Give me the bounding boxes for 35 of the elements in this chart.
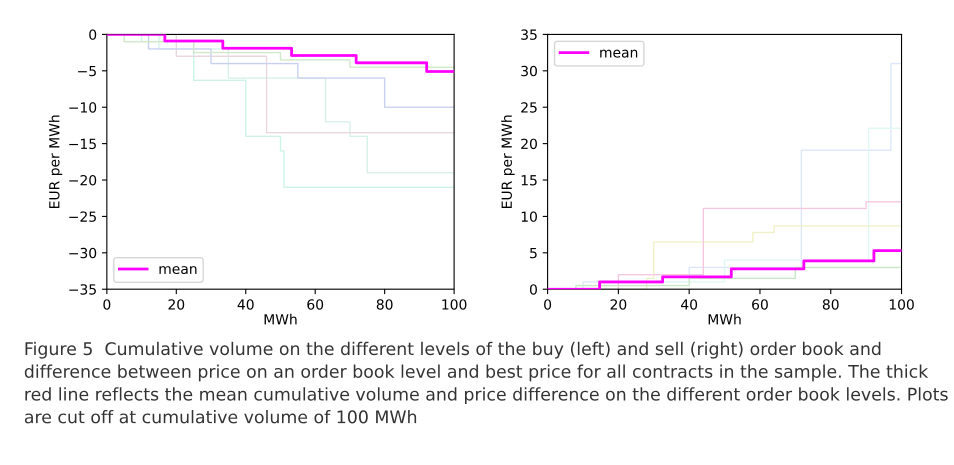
x-tick-label: 40 [238,299,254,310]
y-tick-label: 25 [521,102,537,113]
x-tick-label: 0 [544,299,552,310]
y-tick-label: 35 [521,29,537,40]
y-tick-label: 20 [521,138,537,150]
y-tick-label: −25 [69,211,96,222]
caption: Figure 5 Cumulative volume on the different levels of the buy (left) and sell (right) order book and difference between price on an order book level and best price for all contracts in the sample. The thick red line reflects the mean cumulative volume and price difference on the different order book levels. Plots are cut off at cumulative volume of 100 MWh [24,342,948,424]
y-tick-label: 5 [530,248,537,258]
y-tick-label: −30 [69,248,96,258]
x-tick-label: 0 [103,299,110,310]
y-tick-label: 0 [530,284,537,295]
y-tick-label: 0 [89,29,96,40]
x-tick-label: 60 [307,299,324,310]
x-axis-title: MWh [264,314,297,324]
y-tick-label: 10 [522,211,537,222]
x-tick-label: 20 [168,299,184,310]
x-tick-label: 80 [822,299,839,310]
y-tick-label: −5 [78,66,96,76]
x-tick-label: 80 [376,299,393,310]
x-tick-label: 100 [890,299,914,310]
y-tick-label: −15 [69,138,96,150]
x-tick-label: 20 [610,299,626,310]
x-tick-label: 100 [442,299,466,310]
legend-label: mean [600,50,638,58]
y-tick-label: 15 [522,175,537,186]
y-tick-label: −35 [69,284,96,295]
y-axis-title: EUR per MWh [501,115,515,208]
legend-label: mean [160,266,196,274]
x-axis-title: MWh [708,314,741,324]
y-axis-title: EUR per MWh [48,115,62,208]
y-tick-label: −10 [69,102,96,113]
y-tick-label: −20 [69,174,96,186]
x-tick-label: 60 [752,299,768,310]
x-tick-label: 40 [681,299,698,310]
y-tick-label: 30 [521,66,537,76]
